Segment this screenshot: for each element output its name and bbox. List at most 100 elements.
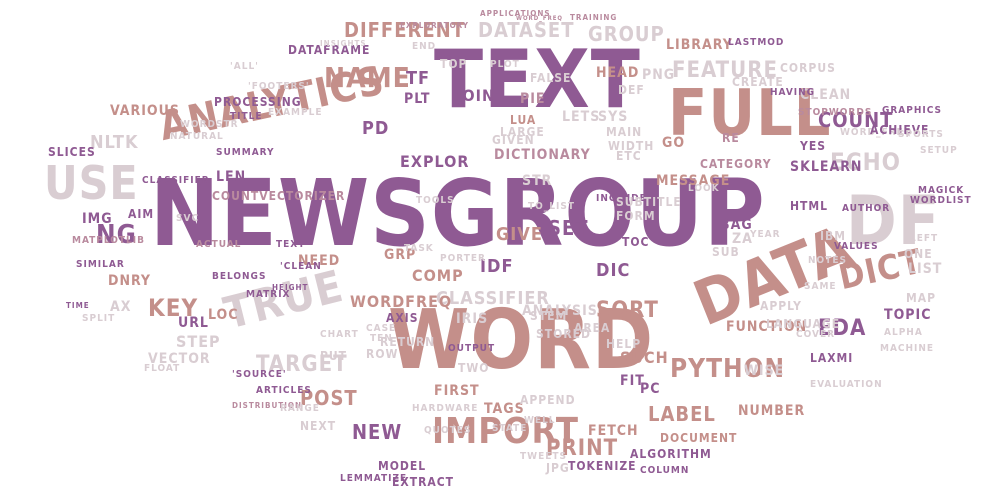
cloud-word: classifier (436, 288, 550, 309)
cloud-word: model (378, 459, 427, 473)
cloud-word: re (722, 131, 740, 145)
cloud-word: return (380, 335, 436, 349)
cloud-word: newsgroup (150, 160, 766, 267)
cloud-word: porter (440, 253, 486, 264)
cloud-word: wordfreq (350, 292, 453, 311)
cloud-word: python (670, 354, 786, 384)
cloud-word: tokenize (568, 459, 637, 473)
cloud-word: left (910, 233, 939, 244)
cloud-word: actual (196, 239, 242, 250)
cloud-word: word_freq (840, 127, 913, 138)
cloud-word: nltk (90, 132, 139, 153)
cloud-word: column (640, 465, 690, 476)
cloud-word: pc (640, 381, 661, 397)
cloud-word: url (178, 315, 209, 331)
cloud-word: belongs (212, 271, 267, 282)
cloud-word: slices (48, 145, 96, 159)
cloud-word: document (660, 431, 738, 445)
cloud-word: svc (176, 213, 200, 224)
cloud-word: range (280, 403, 320, 414)
cloud-word: having (770, 87, 816, 98)
cloud-word: ax (110, 299, 132, 315)
cloud-word: matplotlib (72, 235, 145, 246)
cloud-word: eda (818, 316, 867, 341)
cloud-word: word_freq (516, 15, 564, 22)
cloud-word: aim (128, 207, 155, 221)
cloud-word: post (300, 386, 358, 410)
cloud-word: countvectorizer (212, 189, 346, 203)
cloud-word: alpha (884, 327, 923, 338)
cloud-word: machine (880, 343, 935, 354)
cloud-word: magick (918, 185, 965, 196)
cloud-word: toc (622, 235, 650, 249)
cloud-word: classifier (142, 175, 210, 186)
cloud-word: group (588, 22, 665, 46)
cloud-word: articles (256, 385, 312, 396)
cloud-word: float (144, 363, 181, 374)
cloud-word: graphics (882, 105, 943, 116)
cloud-word: top (440, 57, 468, 71)
cloud-word: fit (620, 373, 645, 389)
cloud-word: dic (596, 260, 631, 281)
cloud-word: distribution (232, 401, 303, 410)
cloud-word: author (842, 203, 891, 214)
cloud-word: height (272, 283, 309, 292)
cloud-word: setup (920, 145, 958, 156)
cloud-word: wise (744, 363, 785, 379)
cloud-word: insights (320, 39, 367, 48)
cloud-word: join (456, 86, 495, 105)
cloud-word: full (668, 77, 832, 151)
cloud-word: same (804, 281, 837, 292)
cloud-word: create (732, 75, 784, 89)
cloud-word: map (906, 291, 937, 305)
cloud-word: sklearn (790, 159, 863, 175)
cloud-word: two (458, 361, 490, 375)
cloud-word: first (434, 383, 480, 399)
cloud-word: category (700, 157, 772, 171)
cloud-word: 'all' (230, 61, 259, 72)
cloud-word: loc (208, 307, 239, 323)
cloud-word: clean (800, 87, 852, 103)
cloud-word: message (656, 173, 731, 189)
cloud-word: dataframe (288, 43, 371, 57)
cloud-word: new (352, 420, 403, 444)
cloud-word: name (324, 61, 411, 94)
cloud-word: exploratory (400, 21, 469, 30)
cloud-word: dataset (478, 18, 575, 42)
cloud-word: stopwords (798, 107, 873, 118)
cloud-word: wordlist (910, 195, 972, 206)
cloud-word: case (366, 323, 397, 334)
cloud-word: img (82, 211, 113, 227)
cloud-word: dnry (108, 273, 152, 289)
cloud-word: values (834, 241, 879, 252)
cloud-word: output (448, 343, 496, 354)
cloud-word: natural (170, 131, 224, 142)
cloud-word: different (344, 18, 466, 42)
cloud-word: such (620, 348, 669, 367)
cloud-word: cover (796, 329, 836, 340)
cloud-word: stored (536, 327, 591, 341)
cloud-word: append (520, 393, 576, 407)
cloud-word: processing (214, 95, 302, 109)
cloud-word: lastmod (728, 37, 785, 48)
cloud-word: pie (520, 91, 546, 107)
cloud-word: lemmatize (340, 473, 408, 484)
cloud-word: extract (392, 475, 455, 489)
cloud-word: analysis (522, 303, 598, 319)
cloud-word: hardware (412, 403, 479, 414)
cloud-word: given (492, 133, 535, 147)
cloud-word: need (298, 253, 341, 269)
cloud-word: key (148, 294, 199, 322)
cloud-word: corpus (780, 61, 836, 75)
cloud-word: summary (216, 147, 275, 158)
cloud-word: ng (96, 220, 137, 250)
cloud-word: etc (616, 149, 642, 163)
cloud-word: stem (530, 309, 568, 323)
cloud-word: task (404, 243, 434, 254)
cloud-word: sports (898, 129, 944, 140)
cloud-word: to_list (528, 201, 575, 212)
cloud-word: help (606, 337, 642, 351)
cloud-word: evaluation (810, 379, 883, 390)
cloud-word: chart (320, 329, 359, 340)
